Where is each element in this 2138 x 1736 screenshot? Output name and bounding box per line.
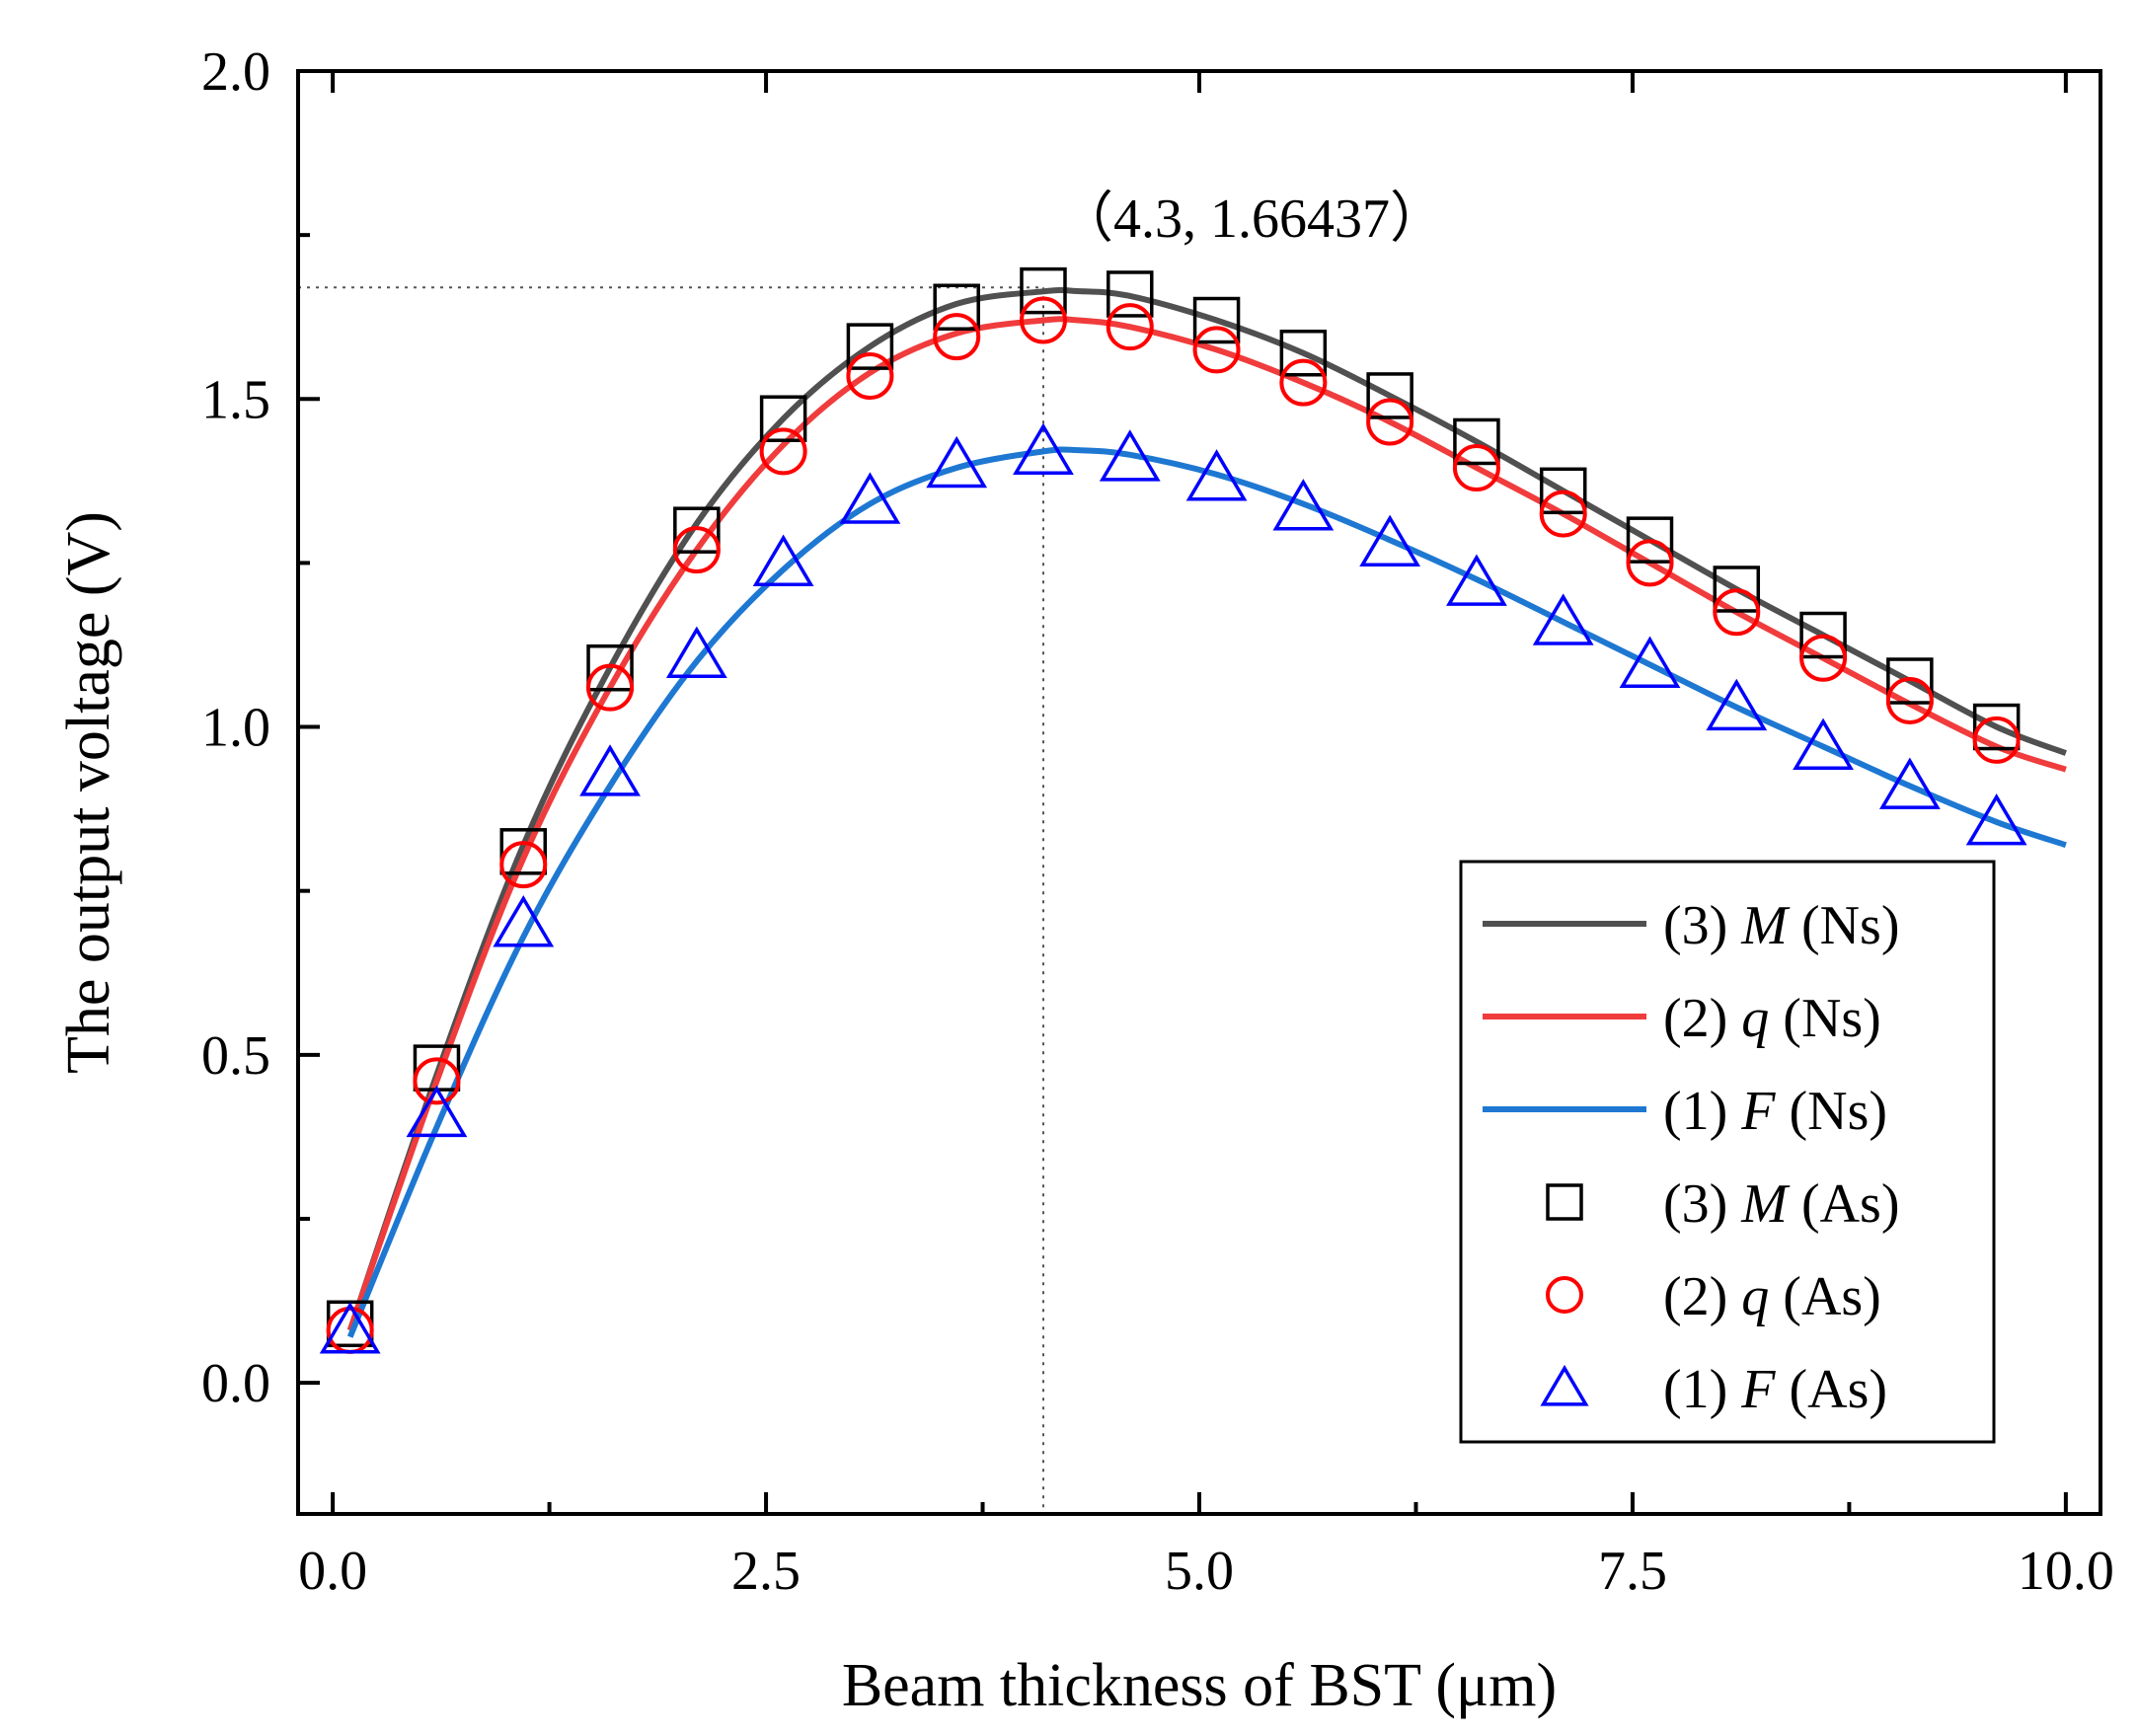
data-point-circle bbox=[499, 841, 548, 889]
legend-marker-swatch bbox=[1540, 1364, 1589, 1406]
marker-series-circle bbox=[326, 296, 2021, 1354]
legend-entry: (1) F (Ns) bbox=[1483, 1081, 1887, 1142]
data-point-circle bbox=[672, 526, 721, 574]
data-point-triangle bbox=[1878, 757, 1941, 809]
marker-series-triangle bbox=[319, 422, 2027, 1354]
data-point-square bbox=[933, 283, 980, 331]
data-point-triangle bbox=[665, 626, 727, 678]
data-point-circle bbox=[1713, 588, 1761, 637]
data-point-circle bbox=[1799, 634, 1848, 682]
y-tick-label: 0.0 bbox=[201, 1353, 270, 1414]
series-line-3 bbox=[346, 446, 2067, 1338]
data-point-square bbox=[586, 643, 634, 692]
x-tick-label: 2.5 bbox=[731, 1541, 801, 1602]
data-point-circle bbox=[1279, 358, 1328, 407]
data-point-square bbox=[1972, 703, 2021, 751]
data-point-triangle bbox=[1013, 422, 1074, 475]
legend: (3) M (Ns) (2) q (Ns) (1) F (Ns) (3) M (As)… bbox=[1459, 860, 1996, 1444]
legend-marker-swatch bbox=[1546, 1183, 1583, 1221]
data-point-circle bbox=[1019, 296, 1067, 344]
legend-entry: (2) q (Ns) bbox=[1483, 988, 1881, 1049]
y-tick-label: 1.0 bbox=[201, 698, 270, 759]
y-tick-label: 2.0 bbox=[201, 41, 270, 103]
series-markers bbox=[319, 266, 2027, 1354]
data-point-circle bbox=[413, 1057, 461, 1105]
data-point-square bbox=[1020, 266, 1067, 315]
data-point-circle bbox=[1366, 398, 1414, 446]
data-point-square bbox=[1539, 467, 1587, 515]
legend-entry: (2) q (As) bbox=[1546, 1266, 1881, 1327]
data-point-triangle bbox=[926, 435, 988, 489]
legend-box bbox=[1459, 860, 1996, 1444]
x-tick-label: 5.0 bbox=[1165, 1541, 1234, 1602]
data-point-square bbox=[1453, 417, 1500, 466]
series-line-2 bbox=[346, 316, 2067, 1331]
data-point-triangle bbox=[1446, 554, 1507, 606]
data-point-square bbox=[759, 395, 807, 442]
x-tick-label: 0.0 bbox=[298, 1541, 367, 1602]
data-point-square bbox=[1799, 611, 1847, 659]
data-point-circle bbox=[1106, 303, 1154, 351]
data-point-square bbox=[1366, 372, 1413, 419]
legend-label: (1) F (Ns) bbox=[1663, 1081, 1887, 1142]
marker-series-square bbox=[326, 266, 2021, 1348]
data-point-circle bbox=[1539, 490, 1587, 538]
legend-label: (2) q (Ns) bbox=[1663, 988, 1881, 1049]
y-tick-label: 0.5 bbox=[201, 1025, 270, 1087]
data-point-triangle bbox=[319, 1302, 381, 1354]
data-point-circle bbox=[933, 313, 981, 361]
axes: 0.0 2.5 5.0 7.5 10.0 0.0 0.5 1.0 1.5 2.0 bbox=[201, 41, 2114, 1602]
x-tick-label: 7.5 bbox=[1598, 1541, 1667, 1602]
data-point-square bbox=[846, 323, 894, 370]
data-point-triangle bbox=[579, 744, 641, 796]
data-point-circle bbox=[1885, 676, 1934, 724]
data-point-triangle bbox=[1099, 429, 1161, 482]
data-point-square bbox=[1279, 330, 1328, 377]
data-point-triangle bbox=[839, 472, 901, 524]
data-point-triangle bbox=[406, 1085, 468, 1138]
legend-entry: (1) F (As) bbox=[1540, 1359, 1887, 1420]
x-axis-title: Beam thickness of BST (μm) bbox=[842, 1652, 1557, 1719]
data-point-triangle bbox=[1965, 793, 2027, 846]
data-point-square bbox=[499, 828, 547, 875]
legend-label: (3) M (As) bbox=[1663, 1173, 1899, 1235]
data-point-square bbox=[673, 506, 721, 554]
data-point-triangle bbox=[1185, 449, 1248, 501]
data-point-circle bbox=[1626, 539, 1674, 587]
data-point-square bbox=[1713, 566, 1761, 613]
y-axis-title: The output voltage (V) bbox=[55, 511, 122, 1074]
legend-label: (3) M (Ns) bbox=[1663, 895, 1899, 956]
data-point-circle bbox=[586, 663, 635, 712]
data-point-square bbox=[1107, 270, 1154, 318]
legend-label: (2) q (As) bbox=[1663, 1266, 1881, 1327]
data-point-circle bbox=[759, 427, 807, 476]
legend-entry: (3) M (As) bbox=[1546, 1173, 1899, 1235]
data-point-circle bbox=[1452, 444, 1500, 492]
data-point-triangle bbox=[1706, 678, 1768, 731]
data-point-circle bbox=[1972, 716, 2021, 764]
data-point-triangle bbox=[493, 895, 555, 947]
legend-marker-swatch bbox=[1546, 1276, 1583, 1314]
data-point-circle bbox=[846, 352, 894, 401]
data-point-triangle bbox=[1359, 514, 1421, 567]
data-point-square bbox=[1192, 296, 1241, 344]
data-point-square bbox=[1886, 657, 1934, 705]
data-point-square bbox=[1626, 516, 1674, 564]
x-tick-label: 10.0 bbox=[2018, 1541, 2114, 1602]
data-point-triangle bbox=[1272, 479, 1335, 531]
peak-annotation: （4.3, 1.66437） bbox=[1058, 189, 1445, 250]
data-point-triangle bbox=[1532, 593, 1594, 645]
reference-guides bbox=[298, 286, 1044, 1514]
data-point-triangle bbox=[1793, 717, 1854, 771]
data-point-circle bbox=[1192, 326, 1241, 374]
legend-label: (1) F (As) bbox=[1663, 1359, 1887, 1420]
legend-entry: (3) M (Ns) bbox=[1483, 895, 1899, 956]
y-tick-label: 1.5 bbox=[201, 369, 270, 430]
data-point-triangle bbox=[1619, 636, 1681, 688]
data-point-triangle bbox=[752, 534, 814, 586]
